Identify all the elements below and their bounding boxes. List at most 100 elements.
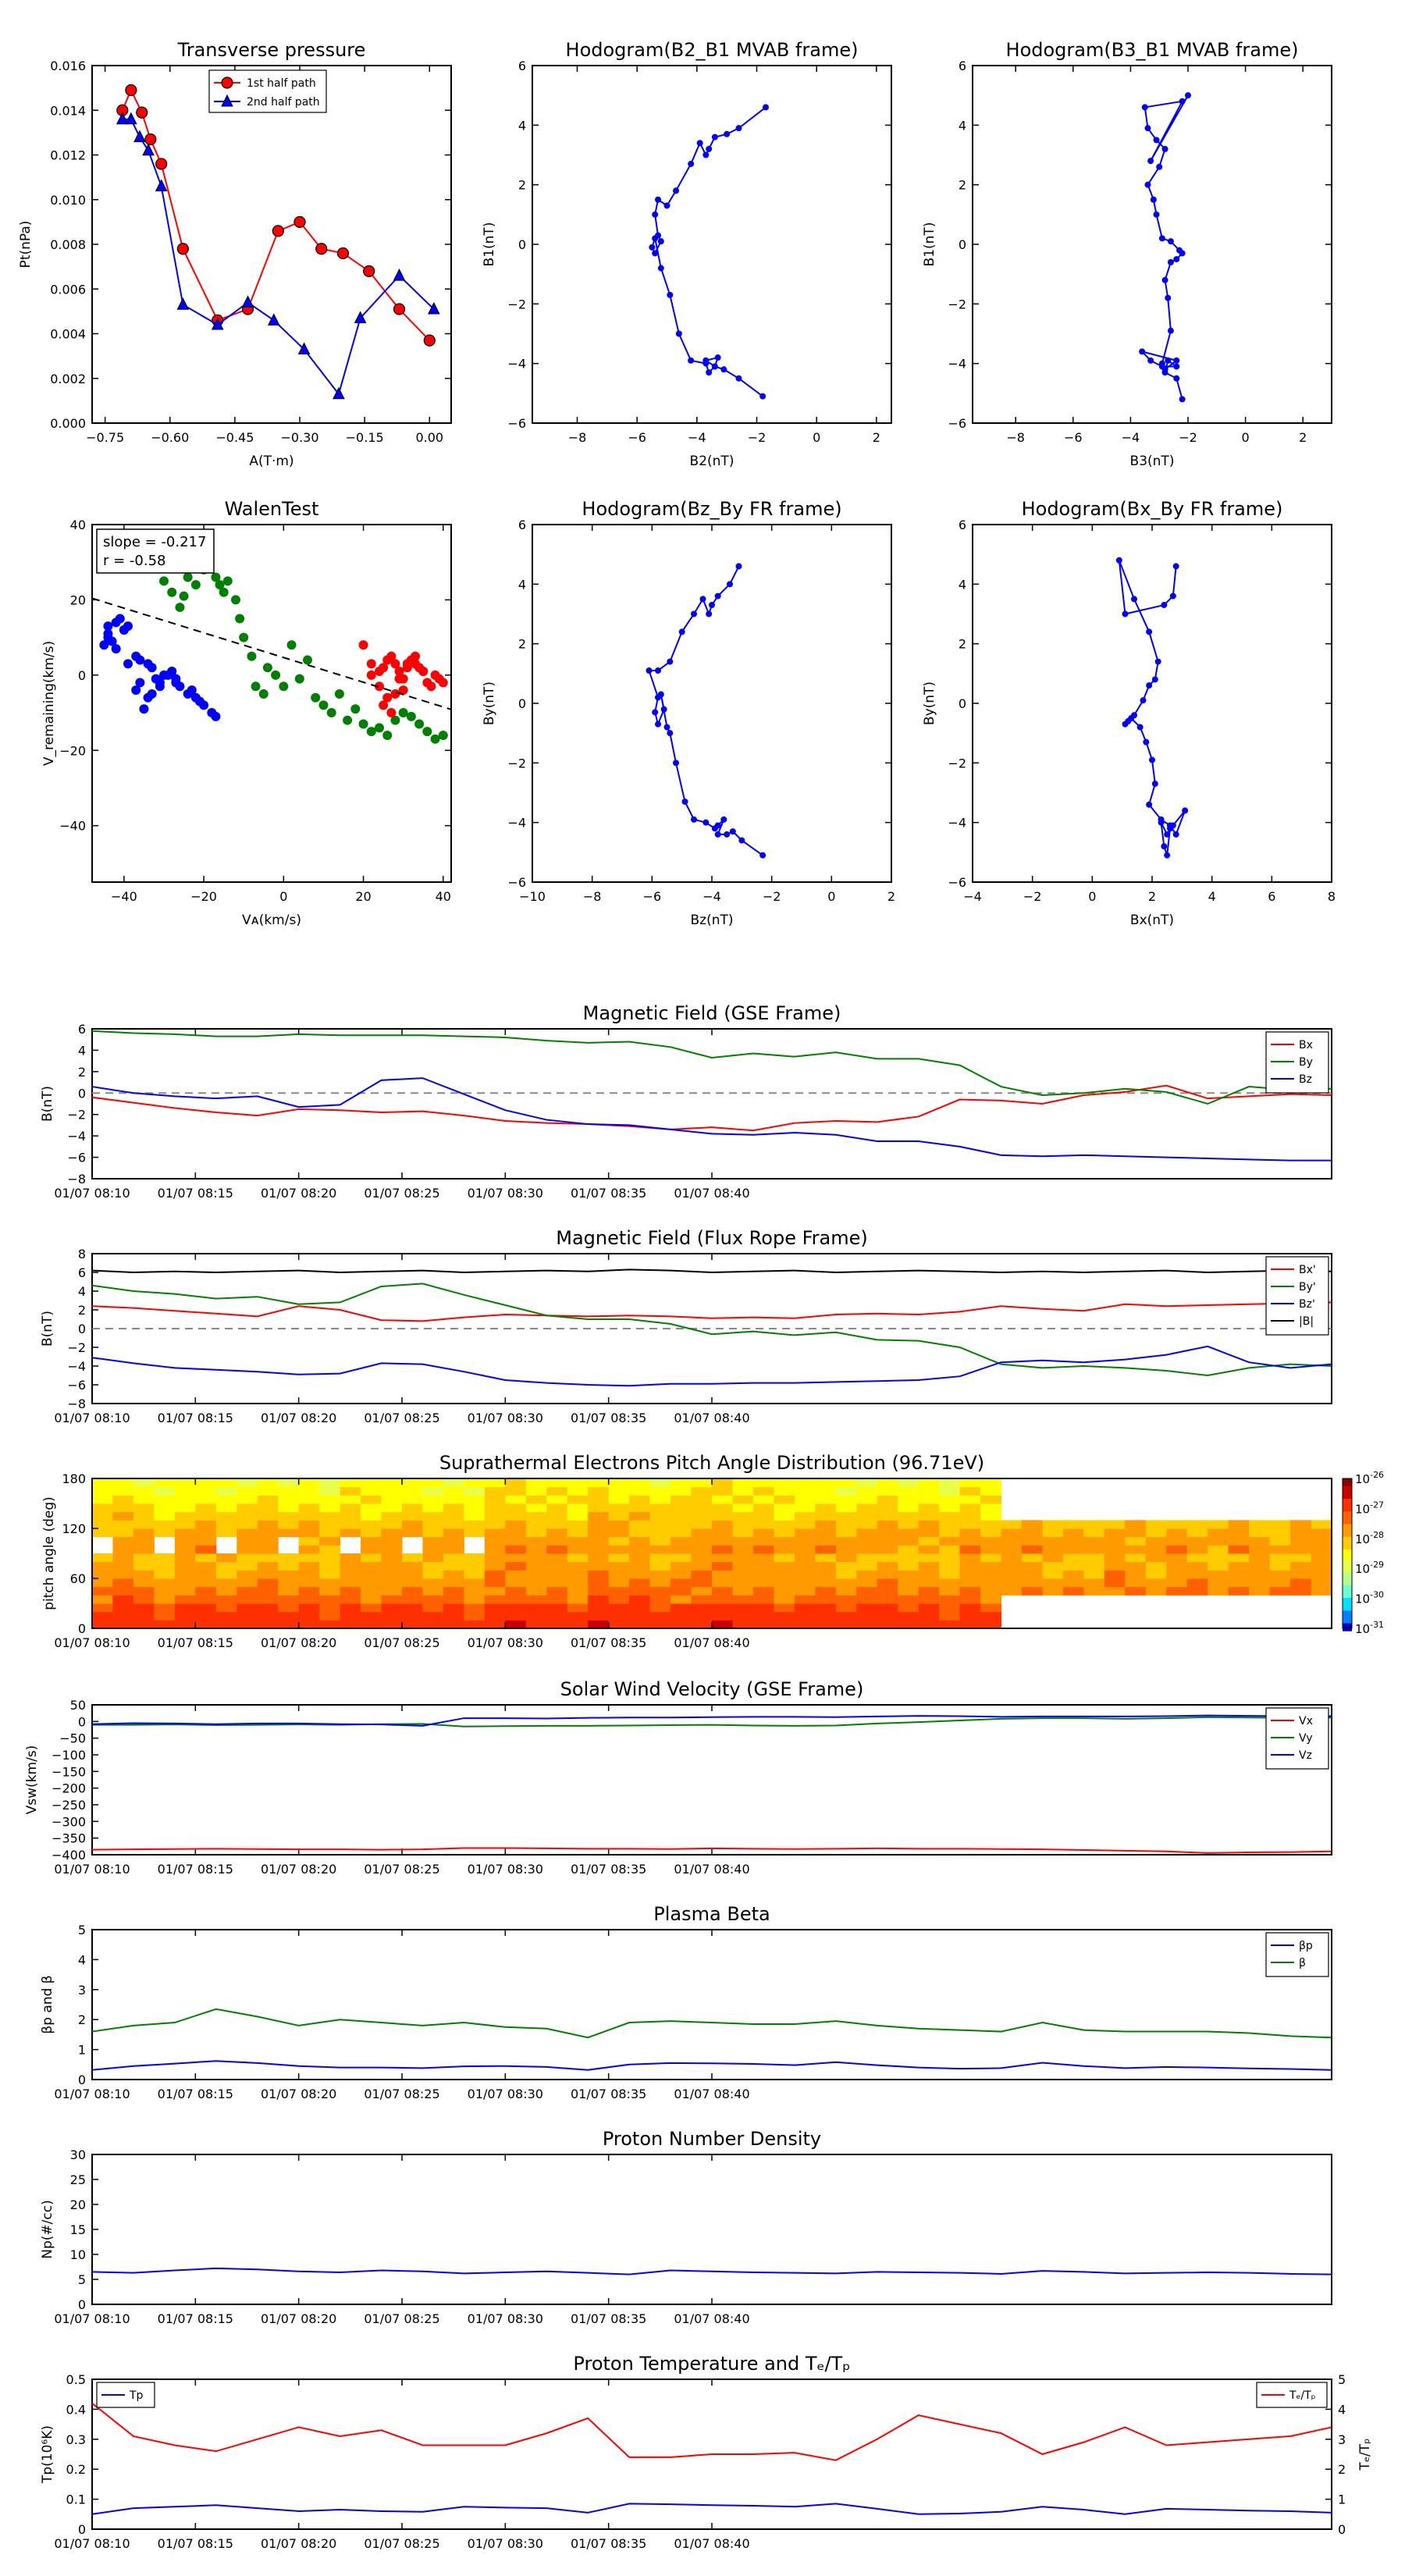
heatmap-cell bbox=[278, 1478, 300, 1488]
time-tick-label-4-6: 01/07 08:40 bbox=[674, 2087, 749, 2101]
heatmap-cell bbox=[732, 1486, 754, 1496]
series-line-ts-0-1 bbox=[91, 1030, 1332, 1105]
heatmap-cell bbox=[1083, 1561, 1105, 1571]
heatmap-cell bbox=[546, 1561, 568, 1571]
y-tick-label-left-6-1: 0.1 bbox=[66, 2492, 86, 2507]
colorbar-segment bbox=[1343, 1503, 1352, 1507]
scatter-point-0-27 bbox=[211, 711, 221, 721]
data-point-0-1-9 bbox=[297, 342, 311, 355]
chart-title-3: WalenTest bbox=[225, 498, 319, 520]
heatmap-cell bbox=[856, 1603, 878, 1613]
heatmap-cell bbox=[92, 1611, 113, 1621]
heatmap-cell bbox=[215, 1486, 237, 1496]
heatmap-cell bbox=[112, 1536, 134, 1546]
time-tick-label-4-3: 01/07 08:25 bbox=[364, 2087, 439, 2101]
heatmap-cell bbox=[939, 1595, 961, 1604]
heatmap-cell bbox=[1001, 1561, 1023, 1571]
scatter-point-0-28 bbox=[155, 681, 165, 692]
heatmap-cell bbox=[319, 1495, 341, 1504]
heatmap-cell bbox=[257, 1520, 279, 1529]
heatmap-cell bbox=[298, 1545, 320, 1554]
colorbar-segment bbox=[1343, 1597, 1352, 1601]
heatmap-cell bbox=[732, 1595, 754, 1604]
data-point-0-0-11 bbox=[144, 133, 157, 146]
y-tick-label-left-6-0: 0 bbox=[78, 2522, 86, 2537]
heatmap-cell bbox=[546, 1528, 568, 1538]
heatmap-cell bbox=[215, 1478, 237, 1488]
heatmap-cell bbox=[154, 1553, 176, 1563]
y-tick-label-left-2-2: 120 bbox=[62, 1521, 86, 1536]
data-point-1-0-13 bbox=[657, 238, 664, 245]
series-line-ts-6-0 bbox=[91, 2503, 1332, 2515]
heatmap-cell bbox=[815, 1611, 837, 1621]
y-tick-label-left-0-6: 4 bbox=[78, 1043, 86, 1058]
heatmap-cell bbox=[484, 1478, 506, 1488]
heatmap-cell bbox=[215, 1570, 237, 1579]
x-tick-label-1-5: 2 bbox=[873, 430, 880, 445]
heatmap-cell bbox=[629, 1495, 651, 1504]
heatmap-cell bbox=[505, 1570, 527, 1579]
x-axis-label-2: B3(nT) bbox=[1130, 454, 1175, 469]
colorbar-segment bbox=[1343, 1607, 1352, 1611]
data-point-4-0-25 bbox=[714, 831, 721, 838]
x-tick-label-5-1: −2 bbox=[1023, 889, 1042, 904]
data-point-4-0-2 bbox=[714, 592, 721, 600]
heatmap-cell bbox=[567, 1561, 589, 1571]
data-point-0-1-11 bbox=[354, 311, 367, 323]
heatmap-cell bbox=[422, 1511, 444, 1521]
data-point-0-0-6 bbox=[272, 225, 284, 237]
colorbar-segment bbox=[1343, 1491, 1352, 1494]
heatmap-cell bbox=[1208, 1545, 1229, 1554]
heatmap-cell bbox=[629, 1561, 651, 1571]
heatmap-cell bbox=[92, 1511, 113, 1521]
heatmap-cell bbox=[1145, 1561, 1167, 1571]
heatmap-cell bbox=[215, 1578, 237, 1588]
data-point-1-0-4 bbox=[706, 145, 713, 152]
data-point-1-0-14 bbox=[652, 250, 659, 257]
scatter-point-0-1 bbox=[103, 621, 113, 632]
heatmap-cell bbox=[1228, 1570, 1250, 1579]
heatmap-cell bbox=[1104, 1561, 1126, 1571]
legend-label-0: 1st half path bbox=[247, 77, 316, 90]
heatmap-cell bbox=[1001, 1536, 1023, 1546]
heatmap-cell bbox=[877, 1611, 898, 1621]
heatmap-cell bbox=[112, 1545, 134, 1554]
heatmap-cell bbox=[1249, 1586, 1271, 1596]
data-point-4-0-8 bbox=[667, 658, 674, 665]
heatmap-cell bbox=[361, 1611, 382, 1621]
data-point-0-0-2 bbox=[363, 265, 375, 277]
heatmap-cell bbox=[215, 1561, 237, 1571]
data-point-2-0-7 bbox=[1156, 163, 1163, 170]
heatmap-cell bbox=[361, 1520, 382, 1529]
heatmap-cell bbox=[422, 1495, 444, 1504]
heatmap-cell bbox=[980, 1561, 1002, 1571]
heatmap-cell bbox=[1062, 1545, 1084, 1554]
data-point-1-0-10 bbox=[655, 196, 661, 203]
legend-label-ts-0-1: By bbox=[1299, 1056, 1313, 1069]
heatmap-cell bbox=[939, 1478, 961, 1488]
heatmap-cell bbox=[340, 1511, 361, 1521]
chart-title-5: Hodogram(Bx_By FR frame) bbox=[1022, 498, 1283, 520]
heatmap-cell bbox=[278, 1495, 300, 1504]
heatmap-cell bbox=[443, 1586, 464, 1596]
y-tick-label-left-5-2: 10 bbox=[70, 2247, 86, 2262]
heatmap-cell bbox=[1042, 1578, 1064, 1588]
heatmap-cell bbox=[505, 1553, 527, 1563]
heatmap-cell bbox=[195, 1503, 217, 1513]
heatmap-cell bbox=[1125, 1528, 1147, 1538]
heatmap-cell bbox=[174, 1603, 196, 1613]
heatmap-cell bbox=[1208, 1586, 1229, 1596]
heatmap-cell bbox=[732, 1478, 754, 1488]
heatmap-cell bbox=[133, 1578, 155, 1588]
heatmap-cell bbox=[1166, 1553, 1188, 1563]
heatmap-cell bbox=[794, 1603, 816, 1613]
scatter-point-1-12 bbox=[271, 670, 281, 680]
heatmap-cell bbox=[298, 1561, 320, 1571]
heatmap-cell bbox=[939, 1486, 961, 1496]
y-tick-label-left-0-4: 0 bbox=[78, 1086, 86, 1101]
heatmap-cell bbox=[712, 1578, 733, 1588]
heatmap-cell bbox=[898, 1478, 919, 1488]
heatmap-cell bbox=[629, 1611, 651, 1621]
data-point-5-0-10 bbox=[1140, 697, 1147, 704]
colorbar-segment bbox=[1343, 1506, 1352, 1510]
